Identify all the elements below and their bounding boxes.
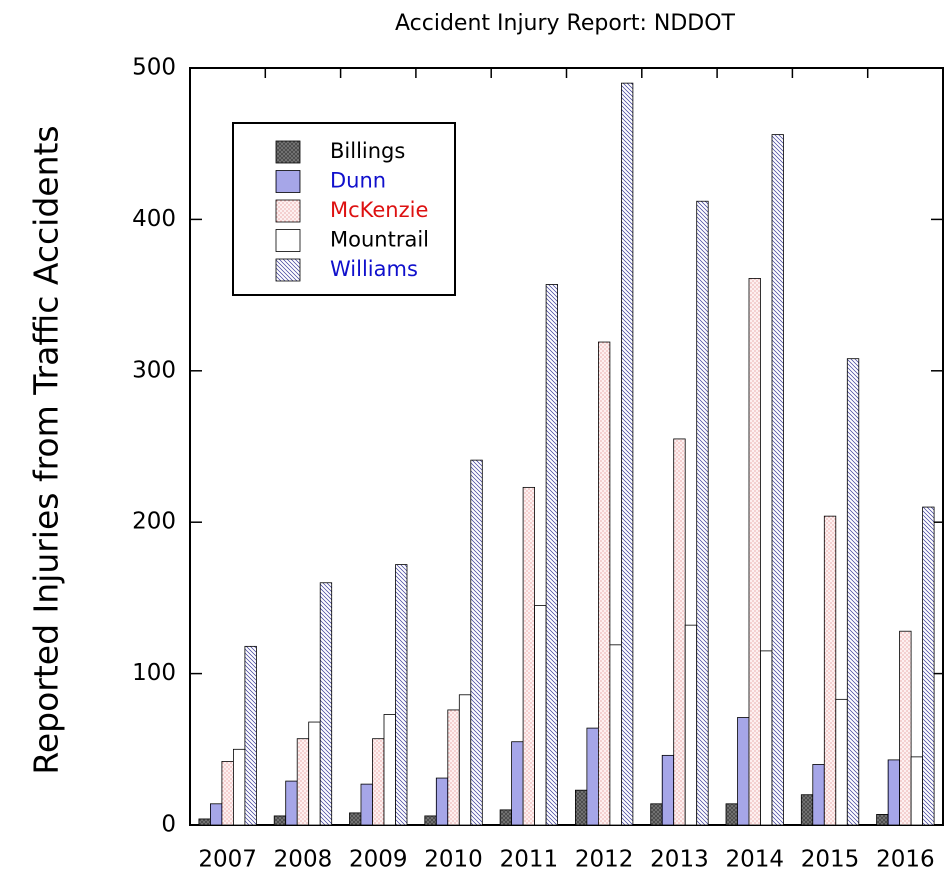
- bar: [899, 630, 912, 826]
- bar: [835, 698, 848, 826]
- bar: [534, 605, 547, 826]
- bar: [846, 358, 860, 826]
- bar: [470, 459, 483, 826]
- bar: [232, 748, 246, 826]
- bar: [244, 645, 257, 826]
- bar: [360, 783, 373, 826]
- x-tick-label: 2012: [575, 847, 634, 873]
- bar: [922, 506, 935, 826]
- x-tick-label: 2007: [198, 847, 257, 873]
- bar: [812, 764, 825, 826]
- bar: [435, 777, 449, 826]
- bar: [887, 759, 900, 826]
- y-tick-label: 0: [161, 812, 176, 838]
- x-tick-label: 2008: [274, 847, 333, 873]
- legend-swatch: [275, 140, 301, 164]
- legend-label: Dunn: [330, 169, 386, 193]
- bar: [598, 341, 611, 826]
- bar: [876, 814, 889, 826]
- bar: [221, 761, 234, 826]
- bar: [684, 624, 698, 826]
- bar: [209, 803, 223, 826]
- y-tick-label: 400: [132, 206, 176, 232]
- y-axis-label: Reported Injuries from Traffic Accidents: [27, 125, 66, 774]
- bar: [737, 717, 750, 826]
- legend-swatch: [275, 258, 301, 282]
- bar: [499, 809, 513, 826]
- bar: [511, 741, 524, 826]
- bar: [308, 721, 321, 826]
- bar: [522, 486, 535, 826]
- bar: [673, 438, 686, 826]
- x-tick-label: 2009: [349, 847, 408, 873]
- bar: [910, 756, 923, 826]
- bar: [609, 644, 622, 826]
- y-tick-label: 100: [132, 660, 176, 686]
- x-tick-label: 2014: [725, 847, 784, 873]
- bar: [458, 694, 472, 826]
- y-tick-label: 200: [132, 509, 176, 535]
- bar: [800, 794, 814, 826]
- legend-swatch: [275, 170, 301, 193]
- bar: [285, 780, 298, 826]
- legend-label: McKenzie: [330, 198, 428, 222]
- bar: [621, 82, 634, 826]
- bar: [349, 812, 362, 826]
- x-tick-label: 2015: [801, 847, 860, 873]
- bar: [823, 515, 837, 826]
- legend-swatch: [275, 229, 301, 252]
- bar: [586, 727, 599, 826]
- chart-title: Accident Injury Report: NDDOT: [395, 11, 736, 36]
- bar: [273, 815, 287, 826]
- legend-label: Williams: [330, 257, 418, 281]
- x-tick-label: 2010: [424, 847, 483, 873]
- bar: [748, 278, 761, 826]
- bar: [650, 803, 663, 826]
- bar: [545, 284, 558, 826]
- bar: [395, 564, 408, 826]
- bar: [319, 582, 333, 826]
- x-tick-label: 2013: [650, 847, 709, 873]
- bar: [696, 200, 709, 826]
- y-tick-label: 300: [132, 357, 176, 383]
- legend-label: Billings: [330, 139, 405, 163]
- x-tick-label: 2011: [500, 847, 559, 873]
- bar: [296, 738, 310, 826]
- legend-swatch: [275, 199, 301, 223]
- legend-label: Mountrail: [330, 228, 429, 252]
- y-tick-label: 500: [132, 55, 176, 81]
- bar: [760, 650, 773, 826]
- bar: [575, 789, 588, 826]
- bar: [424, 815, 437, 826]
- legend-box: [232, 122, 456, 296]
- bar: [372, 738, 385, 826]
- bar: [725, 803, 738, 826]
- bar: [198, 818, 211, 826]
- bar: [447, 709, 460, 826]
- bar: [771, 134, 784, 826]
- x-tick-label: 2016: [876, 847, 935, 873]
- bar: [661, 754, 675, 826]
- bar: [383, 714, 396, 826]
